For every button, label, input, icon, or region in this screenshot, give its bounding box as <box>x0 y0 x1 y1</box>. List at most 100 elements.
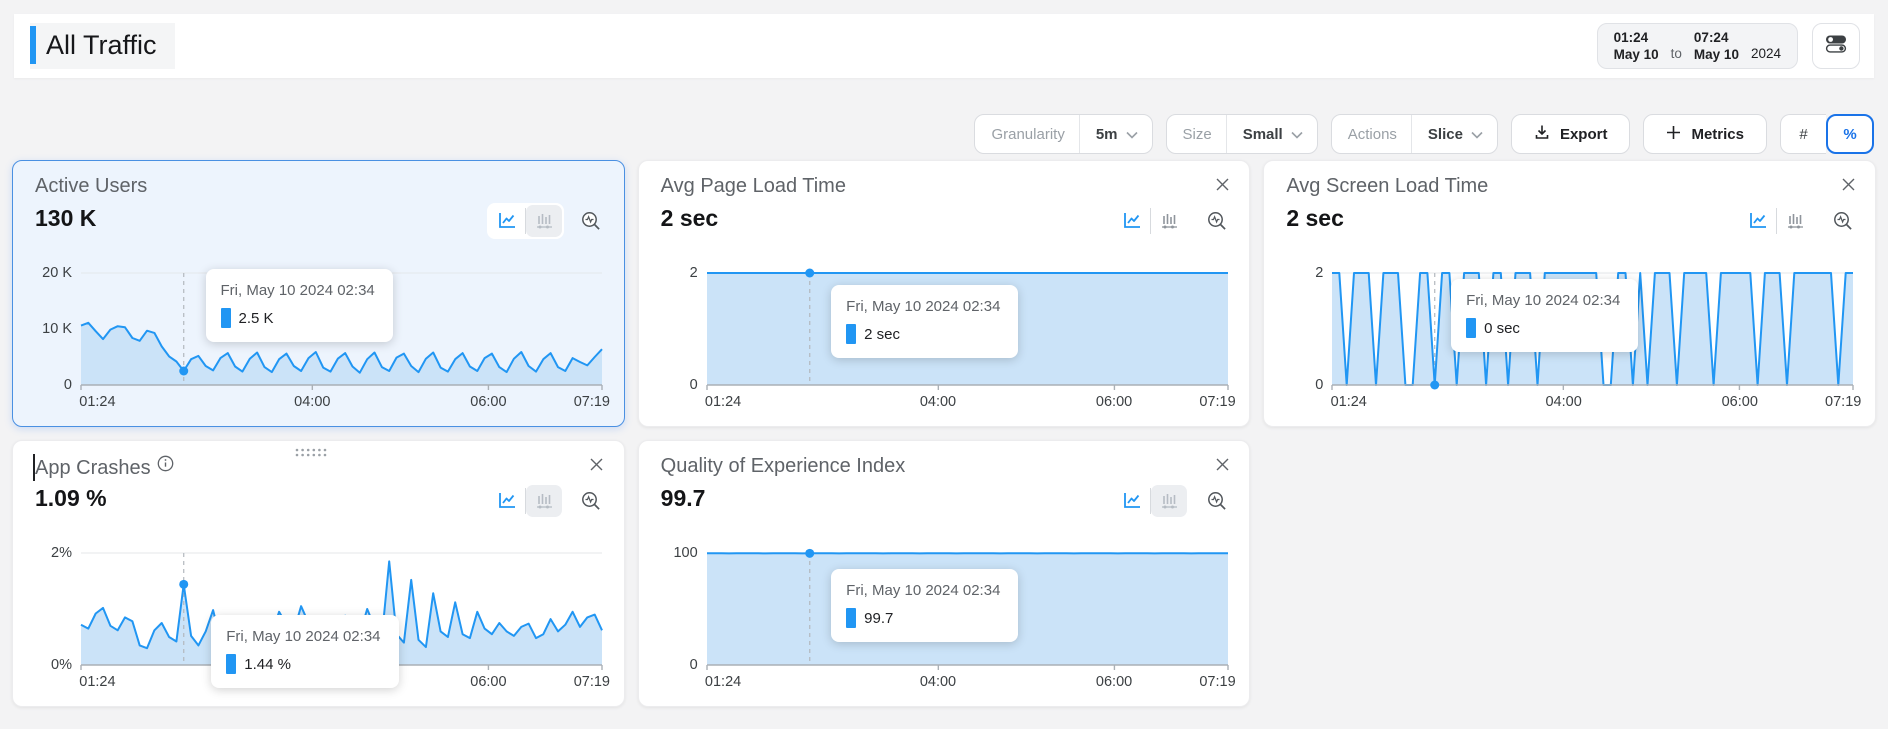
info-icon[interactable] <box>157 455 174 478</box>
card-value: 2 sec <box>660 205 719 231</box>
bar-chart-icon[interactable] <box>525 485 562 517</box>
size-value: Small <box>1242 125 1283 143</box>
zoom-inspect-icon[interactable] <box>576 205 608 237</box>
dashboard-grid: Active Users 130 K 20 K 10 K 0 01:24 04:00 06… <box>12 160 1876 707</box>
x-axis-tick-label: 07:19 <box>1825 394 1862 410</box>
x-axis-tick-label: 04:00 <box>1545 394 1582 410</box>
zoom-inspect-icon[interactable] <box>1201 205 1233 237</box>
x-axis-tick-label: 01:24 <box>79 674 116 690</box>
card-value: 130 K <box>35 205 97 231</box>
tooltip-value: 2 sec <box>864 325 901 343</box>
drag-handle-dots[interactable] <box>294 445 328 463</box>
metrics-label: Metrics <box>1691 125 1744 143</box>
close-icon[interactable] <box>1835 171 1861 197</box>
number-mode-button[interactable]: # <box>1780 114 1826 154</box>
page-title-field[interactable]: All Traffic <box>30 23 175 69</box>
metric-card-app-crashes[interactable]: App Crashes 1.09 % 2%0%01:2404:0006:0007… <box>12 440 625 707</box>
tooltip-value: 2.5 K <box>238 309 274 327</box>
y-axis-tick-label: 2 <box>1315 265 1324 281</box>
plus-icon <box>1666 125 1681 144</box>
card-value: 2 sec <box>1286 205 1344 231</box>
size-select[interactable]: Size Small <box>1165 114 1318 154</box>
y-axis-tick-label: 0 <box>63 377 72 393</box>
card-title: Avg Screen Load Time <box>1286 175 1489 197</box>
series-swatch <box>846 324 857 344</box>
granularity-select[interactable]: Granularity 5m <box>974 114 1153 154</box>
close-icon[interactable] <box>1209 451 1235 477</box>
x-axis-tick-label: 07:19 <box>1199 394 1236 410</box>
actions-select[interactable]: Actions Slice <box>1330 114 1498 154</box>
text-caret <box>33 454 35 481</box>
bar-chart-icon[interactable] <box>1777 205 1813 237</box>
card-title: Active Users <box>35 175 148 197</box>
page-header: All Traffic 01:24 May 10 to 07:24 May 10… <box>14 14 1874 78</box>
y-axis-tick-label: 2% <box>51 545 72 561</box>
bar-chart-icon[interactable] <box>1151 485 1188 517</box>
zoom-inspect-icon[interactable] <box>1201 485 1233 517</box>
x-axis-tick-label: 04:00 <box>294 394 331 410</box>
x-axis-tick-label: 01:24 <box>704 394 742 410</box>
line-chart-icon[interactable] <box>1114 205 1150 237</box>
x-axis-tick-label: 06:00 <box>1095 674 1133 690</box>
chart-tooltip: Fri, May 10 2024 02:34 2.5 K <box>205 269 393 342</box>
x-axis-tick-label: 04:00 <box>919 674 957 690</box>
title-accent-bar <box>30 26 36 64</box>
size-label: Size <box>1167 115 1227 153</box>
export-label: Export <box>1559 125 1608 143</box>
tooltip-value: 99.7 <box>864 609 894 627</box>
chart-tooltip: Fri, May 10 2024 02:34 1.44 % <box>211 615 399 688</box>
metric-card-avg-page-load-time[interactable]: Avg Page Load Time 2 sec 2 0 01:24 04:00 06:… <box>637 160 1251 427</box>
x-axis-tick-label: 06:00 <box>470 394 507 410</box>
line-chart-icon[interactable] <box>1740 205 1776 237</box>
percent-mode-button[interactable]: % <box>1826 114 1874 154</box>
chart-toolbar: Granularity 5m Size Small Actions Slice … <box>14 114 1874 154</box>
zoom-inspect-icon[interactable] <box>1827 205 1859 237</box>
end-time: 07:24 <box>1693 30 1729 45</box>
series-swatch <box>226 654 237 674</box>
tooltip-value: 1.44 % <box>244 655 291 673</box>
bar-chart-icon[interactable] <box>525 205 562 237</box>
page-title: All Traffic <box>46 29 157 60</box>
start-time: 01:24 <box>1613 30 1649 45</box>
metric-card-active-users[interactable]: Active Users 130 K 20 K 10 K 0 01:24 04:00 06… <box>12 160 625 427</box>
card-title: Avg Page Load Time <box>660 175 846 197</box>
x-axis-tick-label: 01:24 <box>79 394 116 410</box>
series-swatch <box>1466 318 1477 338</box>
export-button[interactable]: Export <box>1510 114 1631 154</box>
tooltip-value: 0 sec <box>1484 319 1520 337</box>
zoom-inspect-icon[interactable] <box>576 485 608 517</box>
series-swatch <box>846 608 857 628</box>
line-chart-icon[interactable] <box>1114 485 1150 517</box>
y-axis-tick-label: 20 K <box>42 265 72 281</box>
y-axis-tick-label: 0% <box>51 657 72 673</box>
date-range-picker[interactable]: 01:24 May 10 to 07:24 May 10 2024 <box>1596 23 1798 69</box>
x-axis-tick-label: 01:24 <box>1330 394 1367 410</box>
tooltip-timestamp: Fri, May 10 2024 02:34 <box>1466 292 1621 309</box>
x-axis-tick-label: 06:00 <box>1721 394 1758 410</box>
range-separator: to <box>1670 46 1682 61</box>
y-axis-tick-label: 100 <box>673 545 698 561</box>
metric-card-quality-of-experience-index[interactable]: Quality of Experience Index 99.7 100 0 01:… <box>637 440 1251 707</box>
close-icon[interactable] <box>584 451 610 477</box>
y-axis-tick-label: 0 <box>689 657 698 673</box>
tooltip-timestamp: Fri, May 10 2024 02:34 <box>846 582 1001 599</box>
line-chart-icon[interactable] <box>489 485 525 517</box>
chart-tooltip: Fri, May 10 2024 02:34 2 sec <box>831 285 1019 358</box>
x-axis-tick-label: 07:19 <box>1199 674 1236 690</box>
actions-value: Slice <box>1427 125 1463 143</box>
display-toggles-icon <box>1823 32 1849 61</box>
line-chart-icon[interactable] <box>489 205 525 237</box>
bar-chart-icon[interactable] <box>1151 205 1187 237</box>
metric-card-avg-screen-load-time[interactable]: Avg Screen Load Time 2 sec 2 0 01:24 04:00 0… <box>1263 160 1876 427</box>
chart-canvas[interactable]: 20 K 10 K 0 01:24 04:00 06:00 07:19 <box>33 263 610 415</box>
metrics-button[interactable]: Metrics <box>1643 114 1767 154</box>
end-date: May 10 <box>1693 47 1739 62</box>
x-axis-tick-label: 07:19 <box>573 674 610 690</box>
chevron-down-icon <box>1471 126 1483 143</box>
card-value: 1.09 % <box>35 485 107 511</box>
x-axis-tick-label: 06:00 <box>1095 394 1133 410</box>
card-title: Quality of Experience Index <box>660 455 906 477</box>
display-settings-button[interactable] <box>1812 23 1860 69</box>
chevron-down-icon <box>1291 126 1303 143</box>
close-icon[interactable] <box>1209 171 1235 197</box>
